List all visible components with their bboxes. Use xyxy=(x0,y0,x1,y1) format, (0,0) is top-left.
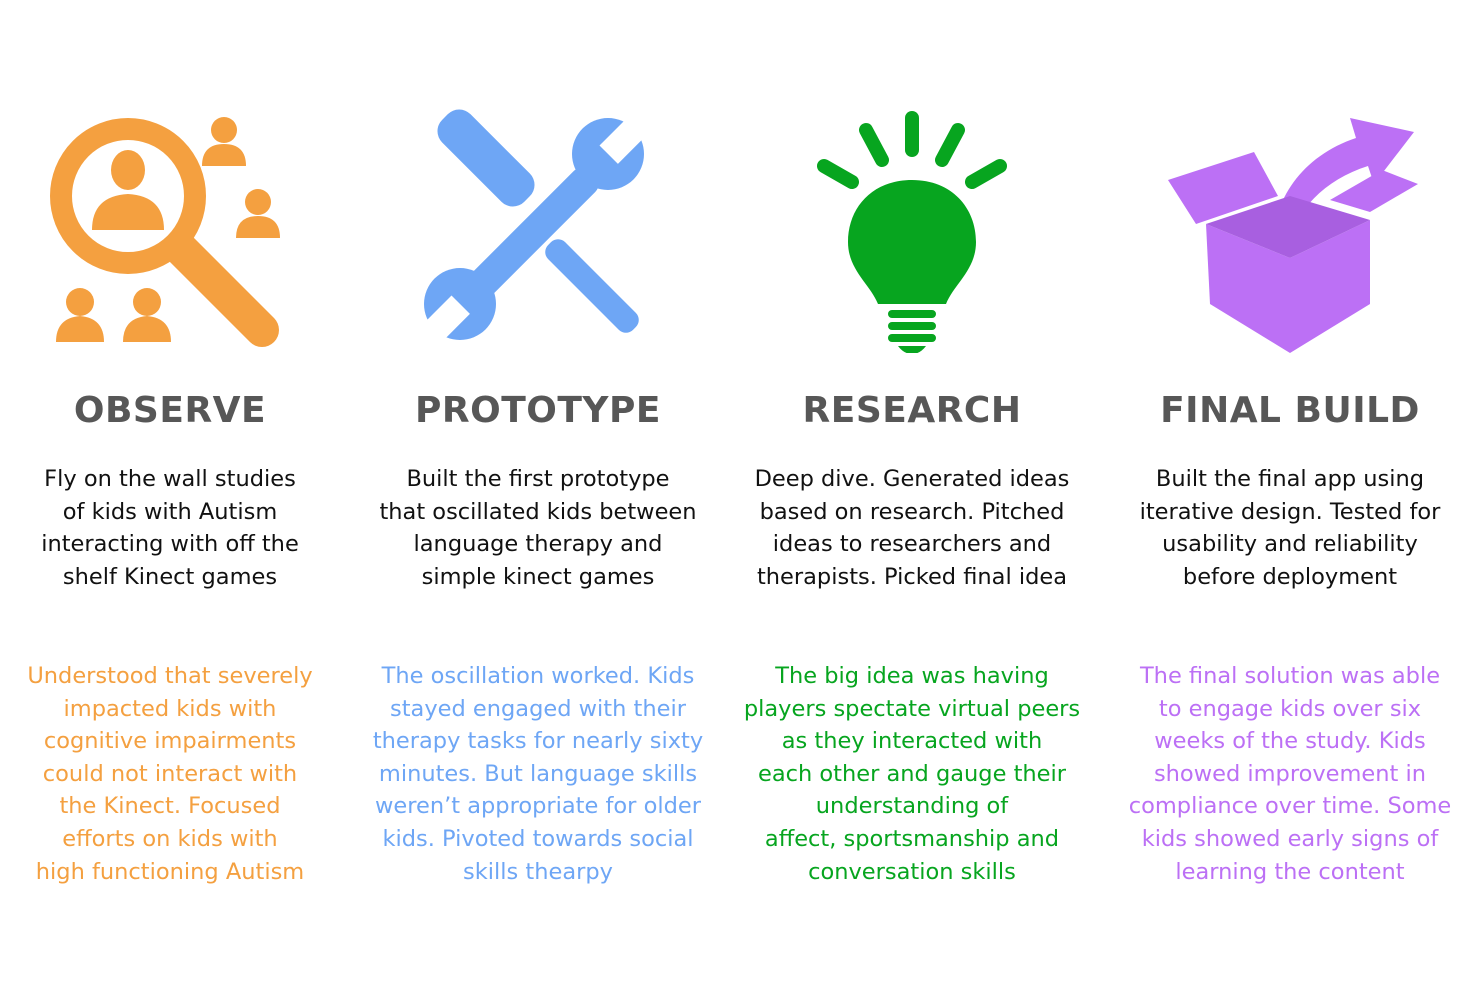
stage-final-build: FINAL BUILD Built the final app using it… xyxy=(1110,0,1470,982)
magnifier-people-graphic xyxy=(50,117,280,347)
wrench-screwdriver-graphic xyxy=(413,108,657,353)
stage-description: Built the final app using iterative desi… xyxy=(1139,466,1441,590)
stage-title: FINAL BUILD xyxy=(1160,390,1420,431)
stage-description: Built the first prototype that oscillate… xyxy=(379,466,697,590)
stage-description: Fly on the wall studies of kids with Aut… xyxy=(41,466,299,590)
stage-outcome: The final solution was able to engage ki… xyxy=(1128,663,1452,885)
stage-prototype: PROTOTYPE Built the first prototype that… xyxy=(358,0,718,982)
open-box-arrow-graphic xyxy=(1168,118,1418,353)
magnifier-people-icon xyxy=(40,108,300,353)
stage-observe: OBSERVE Fly on the wall studies of kids … xyxy=(0,0,350,982)
stage-outcome: The oscillation worked. Kids stayed enga… xyxy=(372,663,704,885)
stage-title: OBSERVE xyxy=(73,390,267,431)
wrench-screwdriver-icon xyxy=(408,108,668,353)
stage-description: Deep dive. Generated ideas based on rese… xyxy=(754,466,1070,590)
stage-research: RESEARCH Deep dive. Generated ideas base… xyxy=(732,0,1092,982)
lightbulb-graphic xyxy=(817,111,1007,353)
stage-title: RESEARCH xyxy=(802,390,1022,431)
stage-outcome: The big idea was having players spectate… xyxy=(743,663,1081,885)
lightbulb-icon xyxy=(782,108,1042,353)
open-box-arrow-icon xyxy=(1160,108,1420,353)
stage-outcome: Understood that severely impacted kids w… xyxy=(27,663,313,885)
stage-title: PROTOTYPE xyxy=(415,390,661,431)
